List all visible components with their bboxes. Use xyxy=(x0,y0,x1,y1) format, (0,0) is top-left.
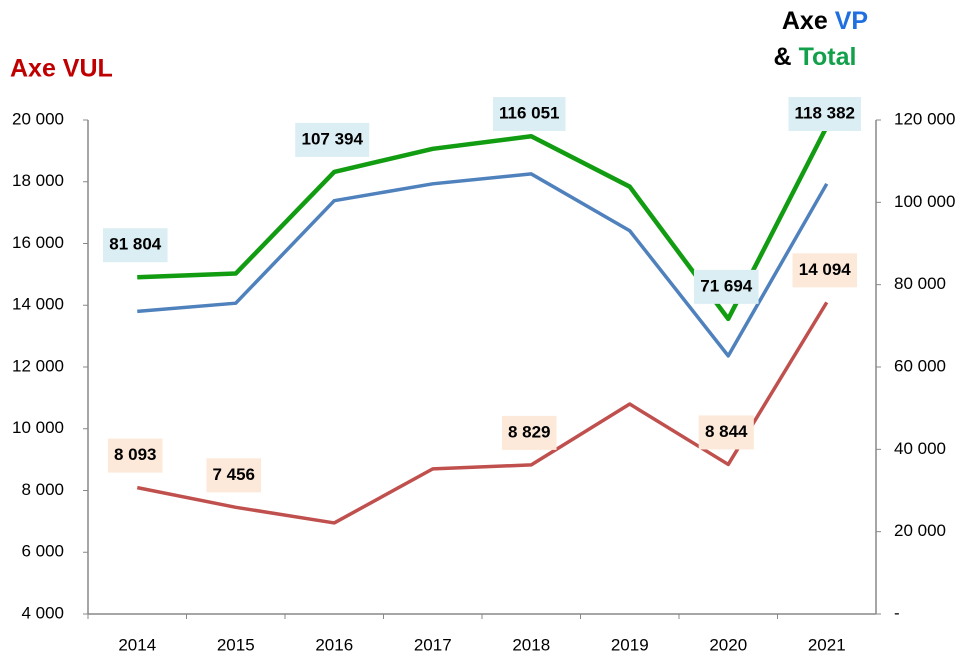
data-label: 8 093 xyxy=(114,445,157,464)
data-label: 7 456 xyxy=(212,465,255,484)
y2-tick-label: 60 000 xyxy=(894,356,946,375)
data-label-box xyxy=(792,253,858,288)
x-tick-label: 2021 xyxy=(808,635,846,654)
x-tick-label: 2015 xyxy=(217,635,255,654)
y2-tick-label: 80 000 xyxy=(894,274,946,293)
y2-tick-label: 100 000 xyxy=(894,192,955,211)
y-tick-label: 20 000 xyxy=(12,109,64,128)
data-label: 8 844 xyxy=(705,422,748,441)
y2-axis-title-part: & xyxy=(774,43,792,71)
y-tick-label: 14 000 xyxy=(12,295,64,314)
y-tick-label: 12 000 xyxy=(12,356,64,375)
data-label-box xyxy=(102,228,168,263)
series-line xyxy=(137,172,829,358)
y2-axis-title-part: Axe xyxy=(782,7,828,35)
data-label: 14 094 xyxy=(799,260,852,279)
data-label: 71 694 xyxy=(700,276,753,295)
y2-axis-title-part: Total xyxy=(799,43,857,71)
x-tick-label: 2014 xyxy=(118,635,156,654)
data-label-box xyxy=(698,415,754,450)
x-tick-label: 2018 xyxy=(512,635,550,654)
data-label: 81 804 xyxy=(109,235,162,254)
data-label-box xyxy=(693,269,759,304)
y2-tick-label: 20 000 xyxy=(894,521,946,540)
x-tick-label: 2020 xyxy=(709,635,747,654)
y2-tick-label: 40 000 xyxy=(894,439,946,458)
y-tick-label: 18 000 xyxy=(12,171,64,190)
data-label: 116 051 xyxy=(499,103,560,122)
data-label-box xyxy=(788,97,862,131)
y2-tick-label: 120 000 xyxy=(894,109,955,128)
y-tick-label: 6 000 xyxy=(21,542,64,561)
y-tick-label: 8 000 xyxy=(21,480,64,499)
y-tick-label: 10 000 xyxy=(12,418,64,437)
data-label: 8 829 xyxy=(508,422,551,441)
y2-axis-title-part: VP xyxy=(835,7,868,35)
series-line xyxy=(136,301,829,525)
data-label-box xyxy=(492,97,566,131)
y-tick-label: 4 000 xyxy=(21,603,64,622)
y-axis-title: Axe VUL xyxy=(10,55,113,83)
data-label: 107 394 xyxy=(302,129,364,148)
data-label-box xyxy=(206,458,262,493)
data-label: 118 382 xyxy=(794,103,855,122)
x-tick-label: 2016 xyxy=(315,635,353,654)
x-tick-label: 2017 xyxy=(414,635,452,654)
x-tick-label: 2019 xyxy=(611,635,649,654)
data-label-box xyxy=(107,438,163,473)
y-tick-label: 16 000 xyxy=(12,233,64,252)
data-label-box xyxy=(295,122,370,157)
y2-tick-label: - xyxy=(894,603,900,622)
data-label-box xyxy=(501,415,557,450)
y2-axis-title: Axe VP & Total xyxy=(774,7,869,71)
